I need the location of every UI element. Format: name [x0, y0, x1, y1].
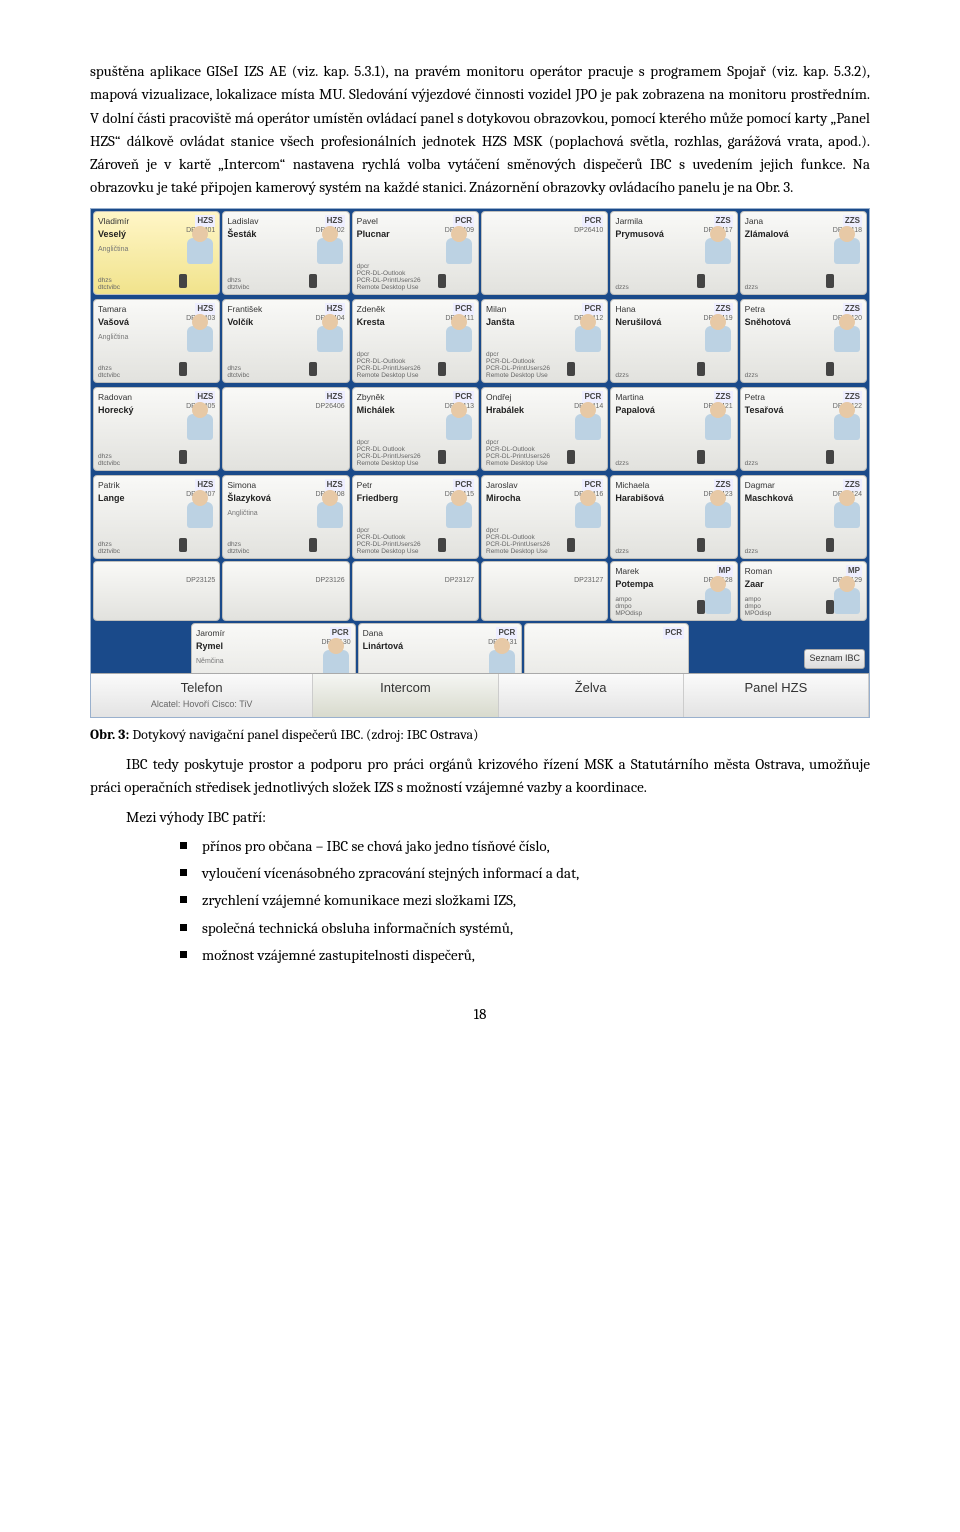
person-icon [834, 414, 860, 440]
person-icon [187, 502, 213, 528]
dispatcher-cell[interactable]: RadovanHoreckýHZSDP26405dhzsdtctvibc [93, 387, 220, 471]
list-item: možnost vzájemné zastupitelnosti dispeče… [180, 944, 870, 967]
dispatcher-cell[interactable]: OndřejHrabálekPCRDP26414dpcrPCR-DL-Outlo… [481, 387, 608, 471]
tab-label: Intercom [380, 680, 431, 695]
person-icon [317, 326, 343, 352]
dispatcher-cell[interactable]: JarmilaPrymusováZZSDP26417dzzs [610, 211, 737, 295]
dispatcher-cell[interactable]: PetraSněhotováZZSDP26420dzzs [740, 299, 867, 383]
tab-bar: Telefon Alcatel: Hovoří Cisco: TiV Inter… [91, 673, 869, 717]
tab-panel-hzs[interactable]: Panel HZS [684, 674, 869, 717]
dispatcher-cell[interactable]: HanaNerušilováZZSDP26419dzzs [610, 299, 737, 383]
person-icon [446, 414, 472, 440]
person-icon [187, 326, 213, 352]
dispatcher-cell[interactable]: VladimírVeselýAngličtinaHZSDP26401dhzsdt… [93, 211, 220, 295]
dispatcher-cell[interactable]: LadislavŠestákHZSDP26402dhzsdtztvibc [222, 211, 349, 295]
caption-text: Dotykový navigační panel dispečerů IBC. … [129, 726, 478, 743]
person-icon [317, 502, 343, 528]
dispatcher-cell[interactable]: ZdeněkKrestaPCRDP26411dpcrPCR-DL-Outlook… [352, 299, 479, 383]
list-item: zrychlení vzájemné komunikace mezi složk… [180, 889, 870, 912]
list-item: přínos pro občana – IBC se chová jako je… [180, 835, 870, 858]
dispatcher-cell[interactable]: RomanZaarMPDP23129ampodmpoMPOdisp [740, 561, 867, 621]
person-icon [446, 238, 472, 264]
dispatcher-cell[interactable]: FrantišekVolčíkHZSDP26404dhzsdtctvibc [222, 299, 349, 383]
person-icon [705, 502, 731, 528]
dispatcher-cell[interactable]: DP23126 [222, 561, 349, 621]
dispatcher-cell[interactable]: MilanJanštaPCRDP26412dpcrPCR-DL-OutlookP… [481, 299, 608, 383]
dispatcher-cell[interactable]: JanaZlámalováZZSDP26418dzzs [740, 211, 867, 295]
dispatcher-row: VladimírVeselýAngličtinaHZSDP26401dhzsdt… [91, 209, 869, 297]
person-icon [446, 502, 472, 528]
dispatcher-cell[interactable]: TamaraVašováAngličtinaHZSDP26403dhzsdtct… [93, 299, 220, 383]
dispatcher-cell[interactable]: DagmarMaschkováZZSDP26424dzzs [740, 475, 867, 559]
page-number: 18 [90, 1003, 870, 1026]
person-icon [317, 238, 343, 264]
dispatcher-cell[interactable]: DP23127 [352, 561, 479, 621]
person-icon [575, 326, 601, 352]
dispatcher-cell[interactable]: JaroslavMirochaPCRDP26416dpcrPCR-DL-Outl… [481, 475, 608, 559]
dispatcher-cell[interactable]: SimonaŠlazykováAngličtinaHZSDP26408dhzsd… [222, 475, 349, 559]
person-icon [575, 414, 601, 440]
dispatcher-row: TamaraVašováAngličtinaHZSDP26403dhzsdtct… [91, 297, 869, 385]
tab-label: Panel HZS [744, 680, 807, 695]
caption-label: Obr. 3: [90, 726, 129, 743]
dispatcher-cell[interactable]: ZbyněkMichálekPCRDP26413dpcrPCR-DL Outlo… [352, 387, 479, 471]
person-icon [834, 502, 860, 528]
tab-sublabel: Alcatel: Hovoří Cisco: TiV [91, 698, 312, 712]
figure-screenshot: VladimírVeselýAngličtinaHZSDP26401dhzsdt… [90, 208, 870, 718]
dispatcher-row: DP23125DP23126DP23127DP23127MarekPotempa… [91, 561, 869, 621]
dispatcher-row: RadovanHoreckýHZSDP26405dhzsdtctvibcHZSD… [91, 385, 869, 473]
dispatcher-cell[interactable]: PetraTesařováZZSDP26422dzzs [740, 387, 867, 471]
person-icon [705, 326, 731, 352]
tab-label: Želva [575, 680, 607, 695]
advantages-list: přínos pro občana – IBC se chová jako je… [90, 835, 870, 967]
person-icon [187, 414, 213, 440]
list-item: společná technická obsluha informačních … [180, 917, 870, 940]
tab-telefon[interactable]: Telefon Alcatel: Hovoří Cisco: TiV [91, 674, 313, 717]
tab-intercom[interactable]: Intercom [313, 674, 498, 717]
person-icon [834, 238, 860, 264]
person-icon [705, 414, 731, 440]
body-paragraph-1: spuštěna aplikace GISeI IZS AE (viz. kap… [90, 60, 870, 200]
dispatcher-cell[interactable]: DP23125 [93, 561, 220, 621]
button-seznam-ibc[interactable]: Seznam IBC [804, 649, 865, 669]
body-paragraph-3: Mezi výhody IBC patří: [90, 806, 870, 829]
dispatcher-cell[interactable]: PavelPlucnarPCRDP26409dpcrPCR-DL-Outlook… [352, 211, 479, 295]
tab-zelva[interactable]: Želva [499, 674, 684, 717]
figure-caption: Obr. 3: Dotykový navigační panel dispeče… [90, 724, 870, 746]
person-icon [187, 238, 213, 264]
dispatcher-cell[interactable]: PetrFriedbergPCRDP26415dpcrPCR-DL-Outloo… [352, 475, 479, 559]
body-paragraph-2: IBC tedy poskytuje prostor a podporu pro… [90, 753, 870, 800]
person-icon [705, 238, 731, 264]
dispatcher-cell[interactable]: DP23127 [481, 561, 608, 621]
dispatcher-cell[interactable]: PCRDP26410 [481, 211, 608, 295]
dispatcher-cell[interactable]: HZSDP26406 [222, 387, 349, 471]
person-icon [834, 326, 860, 352]
dispatcher-cell[interactable]: MartinaPapalováZZSDP26421dzzs [610, 387, 737, 471]
dispatcher-cell[interactable]: MichaelaHarabišováZZSDP26423dzzs [610, 475, 737, 559]
dispatcher-row: PatrikLangeHZSDP26407dhzsdtztvibcSimonaŠ… [91, 473, 869, 561]
person-icon [575, 502, 601, 528]
list-item: vyloučení vícenásobného zpracování stejn… [180, 862, 870, 885]
dispatcher-cell[interactable]: MarekPotempaMPDP23128ampodmpoMPOdisp [610, 561, 737, 621]
tab-label: Telefon [181, 680, 223, 695]
person-icon [446, 326, 472, 352]
dispatcher-cell[interactable]: PatrikLangeHZSDP26407dhzsdtztvibc [93, 475, 220, 559]
